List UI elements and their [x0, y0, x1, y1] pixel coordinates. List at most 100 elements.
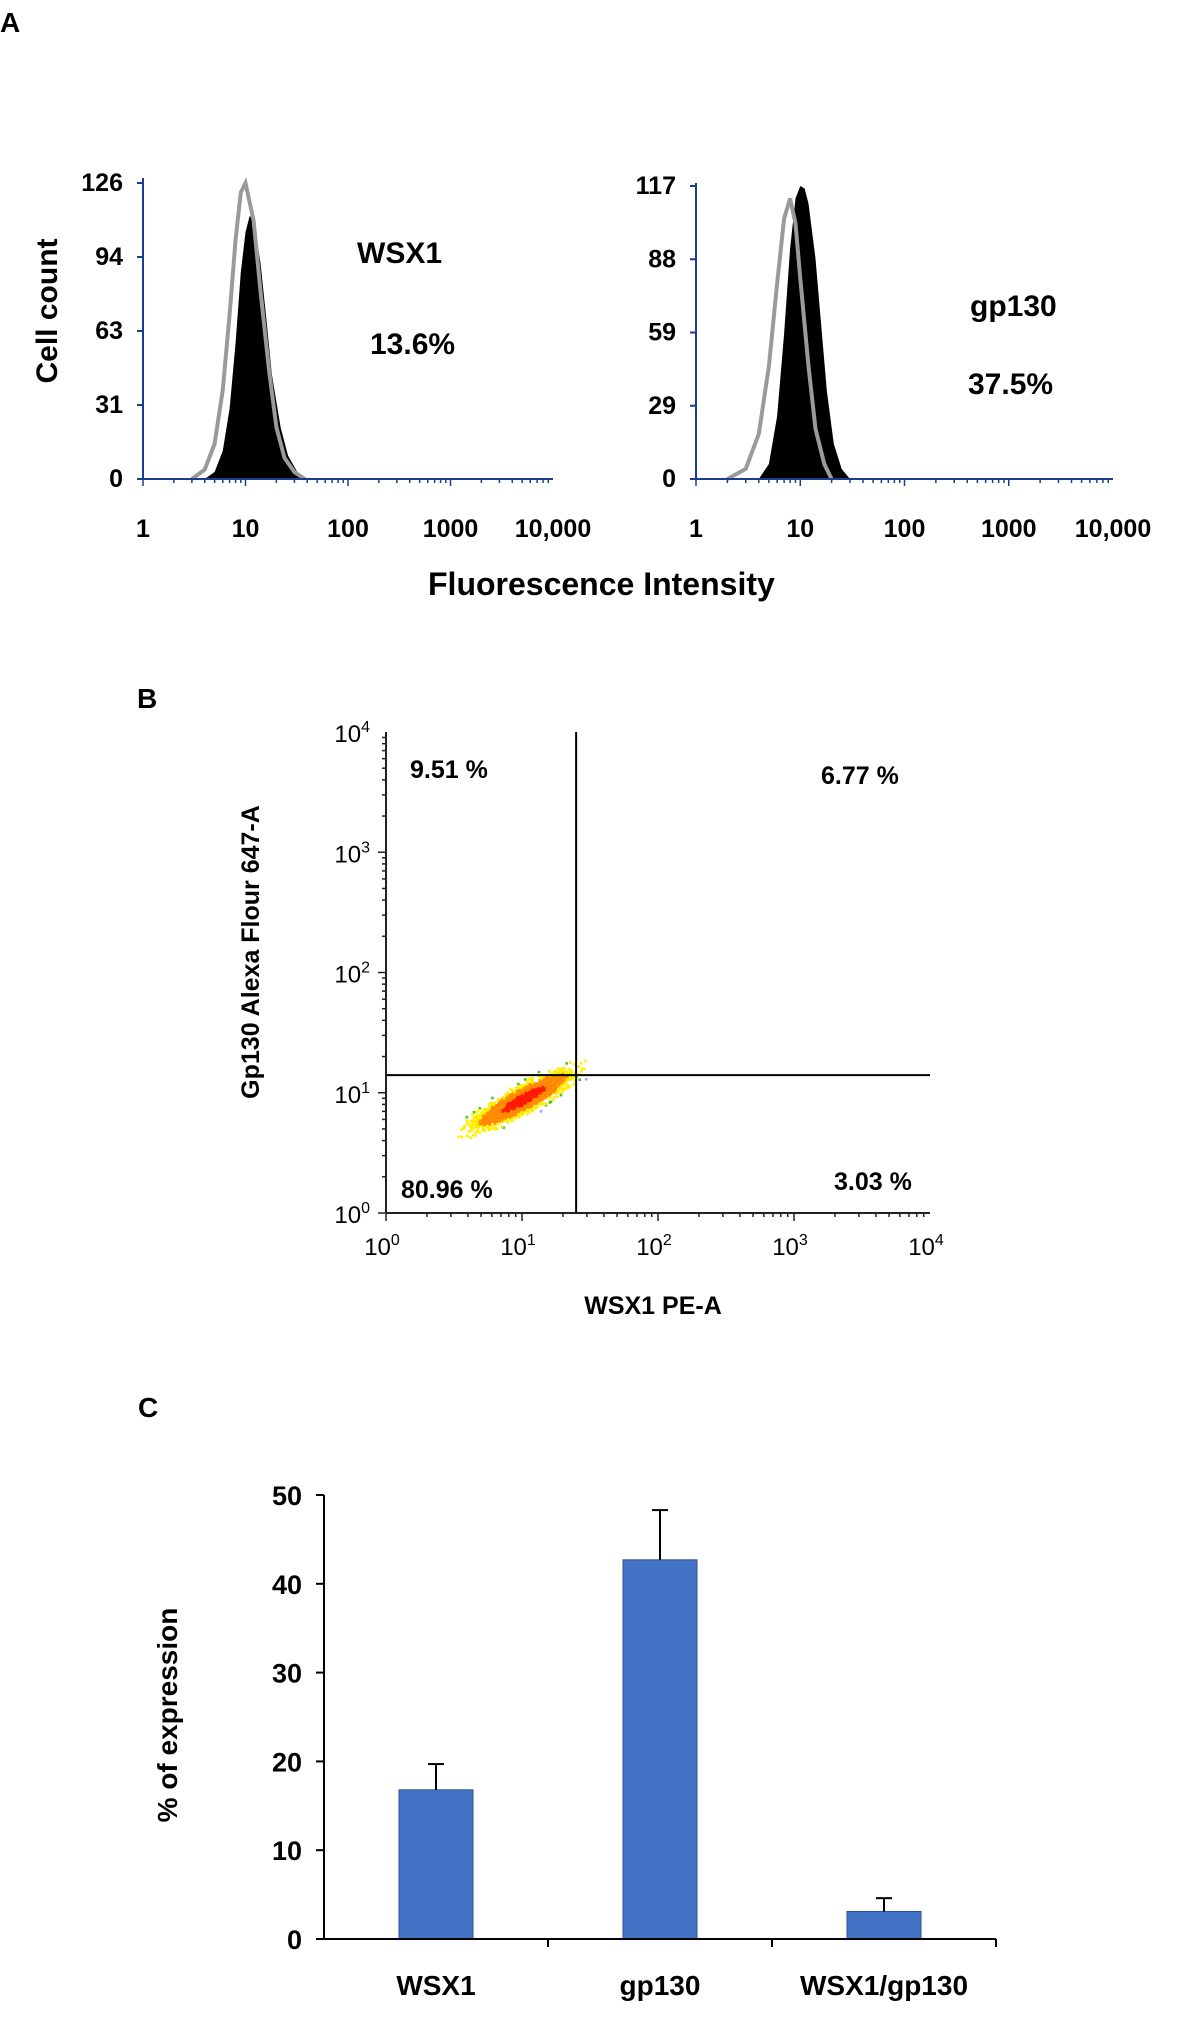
event-dot: [523, 1097, 527, 1100]
event-dot: [519, 1095, 523, 1099]
event-dots: [457, 1059, 588, 1140]
event-dot: [527, 1077, 530, 1081]
event-dot: [518, 1116, 521, 1119]
event-dot: [542, 1093, 546, 1097]
x-tick-label: 104: [908, 1232, 944, 1261]
event-dot: [535, 1098, 538, 1101]
event-dot: [523, 1086, 527, 1090]
event-dot: [506, 1121, 510, 1124]
gp130-title: gp130: [970, 290, 1057, 323]
event-dot: [532, 1108, 536, 1111]
event-dot: [511, 1093, 514, 1097]
event-dot: [486, 1112, 489, 1116]
event-dot: [517, 1104, 521, 1108]
event-dot: [528, 1088, 532, 1091]
event-dot: [545, 1079, 549, 1083]
event-dot: [573, 1062, 576, 1066]
event-dot: [549, 1080, 552, 1084]
event-dot: [469, 1119, 473, 1123]
event-dot: [492, 1109, 495, 1113]
event-dot: [492, 1111, 495, 1114]
event-dot: [561, 1066, 564, 1070]
event-dot: [511, 1109, 515, 1112]
event-dot: [548, 1069, 551, 1073]
event-dot: [573, 1079, 577, 1083]
event-dot: [539, 1082, 542, 1085]
event-dot: [469, 1136, 473, 1140]
x-tick-label: 1: [689, 515, 703, 543]
x-tick-label: 100: [884, 515, 926, 543]
event-dot: [525, 1082, 529, 1086]
wsx1-title: WSX1: [357, 237, 442, 270]
y-tick-label: 94: [95, 243, 123, 271]
event-dot: [528, 1085, 531, 1088]
dot-plot-x-ticks: 100 101 102 103 104: [364, 1213, 944, 1261]
event-dot: [542, 1077, 545, 1081]
event-dot: [485, 1122, 488, 1125]
event-dot: [555, 1095, 559, 1099]
event-dot: [506, 1092, 510, 1096]
event-dot: [470, 1127, 473, 1130]
event-dot: [511, 1097, 515, 1100]
event-dot: [495, 1114, 498, 1117]
event-dot: [542, 1080, 545, 1084]
event-dot: [531, 1078, 535, 1081]
event-dot: [510, 1095, 514, 1098]
event-dot: [516, 1090, 519, 1094]
event-dot: [474, 1134, 477, 1137]
event-dot: [558, 1086, 562, 1089]
event-dot: [512, 1107, 515, 1111]
event-dot: [483, 1128, 486, 1132]
event-dot: [577, 1065, 581, 1068]
dot-plot-x-label: WSX1 PE-A: [584, 1292, 722, 1320]
x-tick-label: 101: [500, 1232, 536, 1261]
event-dot: [502, 1126, 506, 1129]
event-dot: [460, 1128, 463, 1132]
event-dot: [504, 1114, 507, 1117]
event-dot: [488, 1123, 492, 1126]
quadrant-upper-left-percent: 9.51 %: [410, 756, 488, 784]
event-dot: [540, 1092, 544, 1095]
event-dot: [505, 1096, 509, 1100]
event-dot: [525, 1108, 529, 1112]
event-dot: [541, 1098, 544, 1101]
event-dot: [532, 1088, 535, 1091]
event-dot: [504, 1101, 508, 1105]
event-dot: [569, 1069, 573, 1072]
event-dot: [524, 1102, 527, 1105]
event-dot: [509, 1098, 512, 1102]
event-dot: [517, 1110, 521, 1113]
event-dot: [519, 1097, 522, 1101]
event-dot: [502, 1114, 505, 1118]
category-label: gp130: [620, 1970, 701, 2001]
event-dot: [550, 1076, 554, 1080]
y-tick-label: 0: [109, 465, 123, 493]
event-dot: [483, 1112, 486, 1115]
bar-chart-y-ticks: 0 10 20 30 40 50: [272, 1481, 324, 1955]
event-dot: [471, 1118, 474, 1122]
event-dot: [484, 1118, 488, 1121]
x-tick-label: 1000: [981, 515, 1037, 543]
bar-chart-expression: 0 10 20 30 40 50 WSX1 gp130 WSX1/gp130 % of exp…: [152, 1481, 997, 2001]
event-dot: [487, 1119, 490, 1122]
event-dot: [556, 1082, 560, 1086]
event-dot: [530, 1089, 533, 1092]
category-label: WSX1: [396, 1970, 475, 2001]
event-dot: [535, 1103, 538, 1107]
event-dot: [537, 1097, 541, 1100]
event-dot: [585, 1078, 588, 1081]
x-tick-label: 102: [636, 1232, 672, 1261]
event-dot: [496, 1127, 499, 1130]
y-tick-label: 59: [648, 319, 676, 347]
event-dot: [565, 1070, 568, 1074]
event-dot: [554, 1075, 558, 1078]
event-dot: [529, 1096, 532, 1100]
event-dot: [535, 1106, 538, 1110]
y-tick-label: 0: [662, 465, 676, 493]
event-dot: [470, 1129, 473, 1133]
event-dot: [560, 1077, 564, 1080]
event-dot: [580, 1069, 583, 1073]
event-dot: [537, 1074, 541, 1078]
event-dot: [506, 1103, 510, 1106]
event-dot: [561, 1090, 565, 1093]
